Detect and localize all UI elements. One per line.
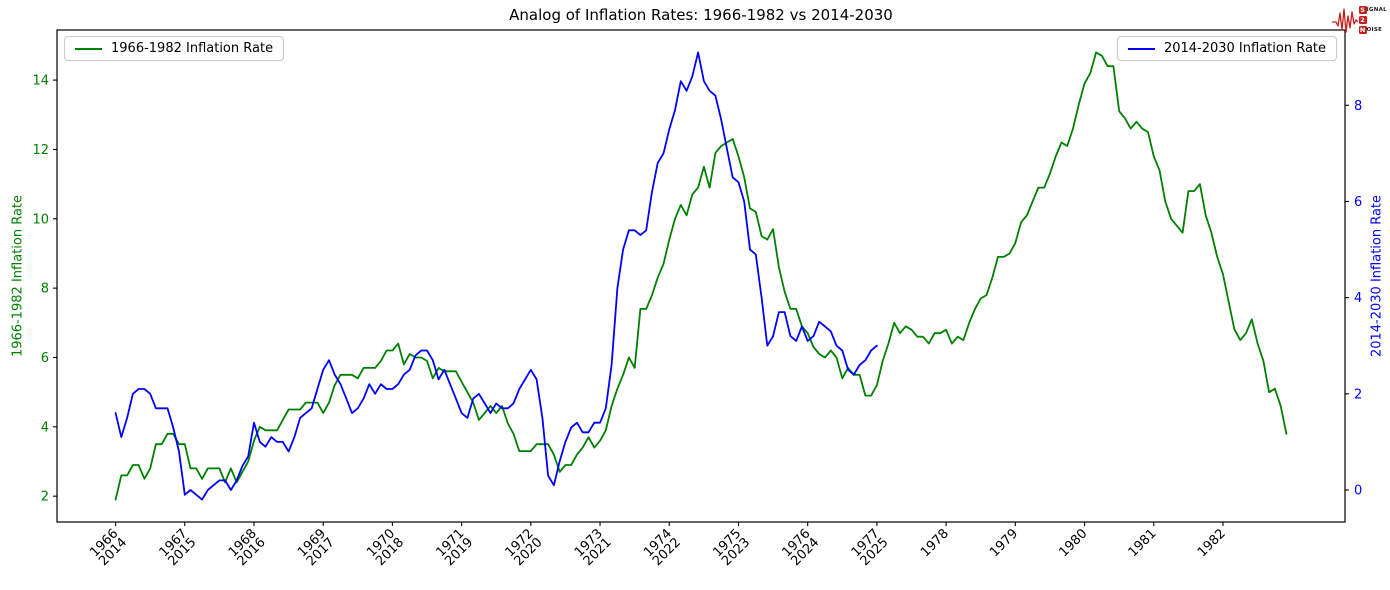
- right-y-tick-label: 4: [1354, 291, 1362, 306]
- right-y-tick-label: 6: [1354, 195, 1362, 210]
- logo-box-2: 2: [1358, 16, 1367, 24]
- logo-box-n: N: [1358, 26, 1367, 34]
- left-axis-label: 1966-1982 Inflation Rate: [10, 194, 26, 358]
- inflation-1966-1982-line: [114, 51, 1288, 501]
- left-axis-ticks: 2 4 6 8 10 12 14: [32, 74, 57, 505]
- left-y-tick-label: 6: [41, 351, 49, 366]
- blue-line-swatch: [1127, 47, 1155, 50]
- inflation-2014-2030-line: [114, 51, 878, 501]
- chart-title: Analog of Inflation Rates: 1966-1982 vs …: [509, 6, 893, 24]
- left-y-tick-label: 14: [32, 74, 49, 89]
- x-tick-label: 1978: [918, 526, 952, 560]
- legend-left: 1966-1982 Inflation Rate: [64, 36, 285, 61]
- left-y-tick-label: 12: [32, 143, 49, 158]
- logo-text: S IGNAL 2 N OISE: [1358, 6, 1387, 35]
- green-line-swatch: [75, 47, 102, 50]
- legend-right-label: 2014-2030 Inflation Rate: [1163, 41, 1326, 56]
- waveform-icon: [1331, 8, 1358, 33]
- logo-box-s: S: [1358, 6, 1367, 14]
- x-tick-label: 1981: [1126, 526, 1160, 560]
- logo-rest-ignal: IGNAL: [1366, 7, 1387, 13]
- x-tick-label: 1979: [987, 526, 1021, 560]
- x-tick-label: 1980: [1056, 526, 1090, 560]
- left-y-tick-label: 4: [41, 420, 49, 435]
- right-axis-label: 2014-2030 Inflation Rate: [1369, 194, 1385, 358]
- legend-right: 2014-2030 Inflation Rate: [1116, 36, 1337, 61]
- right-y-tick-label: 8: [1354, 99, 1362, 114]
- signal2noise-logo: S IGNAL 2 N OISE: [1331, 3, 1387, 37]
- right-y-tick-label: 0: [1354, 484, 1362, 499]
- right-axis-ticks: 0 2 4 6 8: [1345, 99, 1362, 499]
- left-y-tick-label: 10: [32, 212, 49, 227]
- logo-rest-oise: OISE: [1366, 27, 1383, 33]
- x-tick-label: 1982: [1195, 526, 1229, 560]
- plot-spines: [56, 29, 1346, 523]
- right-y-tick-label: 2: [1354, 387, 1362, 402]
- left-y-tick-label: 8: [41, 282, 49, 297]
- legend-left-label: 1966-1982 Inflation Rate: [111, 41, 274, 56]
- left-y-tick-label: 2: [41, 490, 49, 505]
